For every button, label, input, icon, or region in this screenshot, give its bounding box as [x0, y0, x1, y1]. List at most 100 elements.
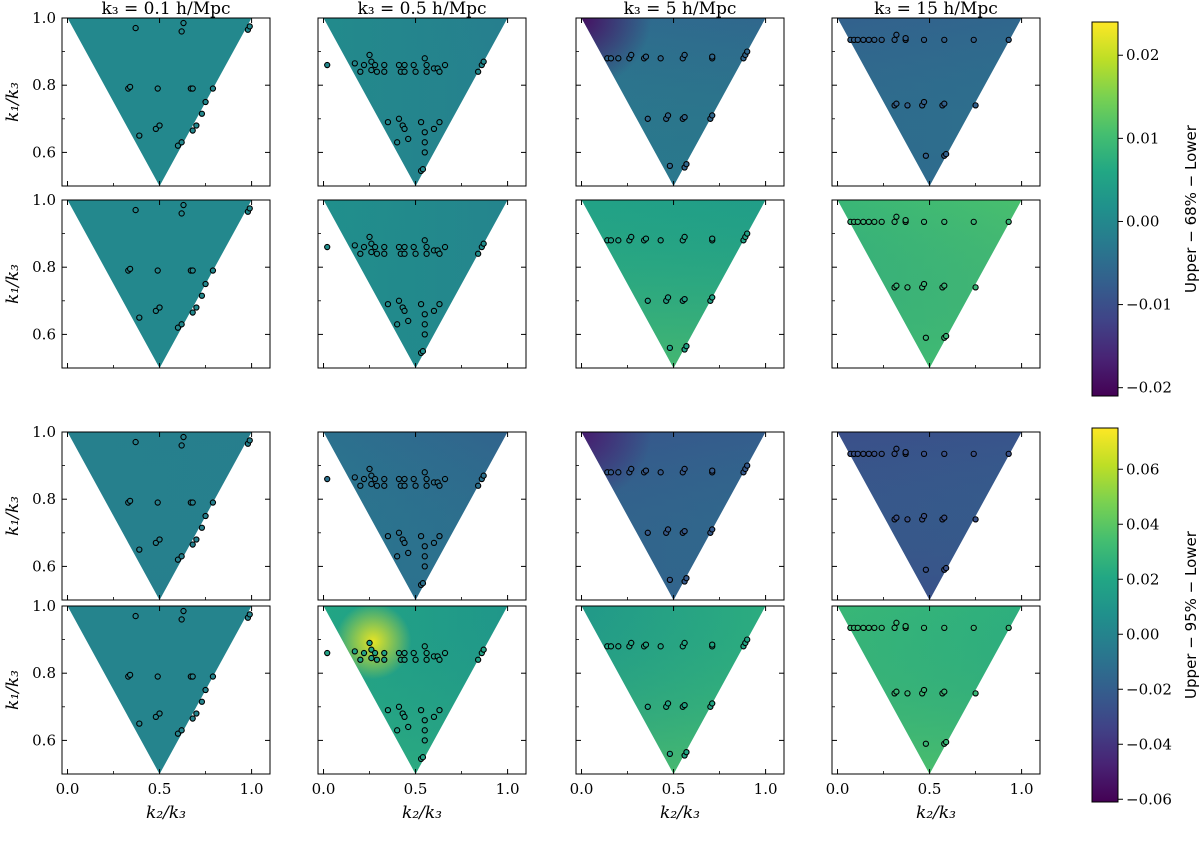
colorbars: 0.02 0.01 0.00 −0.01 −0.02 Upper − 68% − Lowe…: [1091, 21, 1200, 808]
data-point: [189, 309, 196, 316]
x-tick-label: 0.5: [662, 780, 686, 798]
panel-r2-c1: [317, 431, 527, 601]
data-point: [893, 213, 900, 220]
data-point: [368, 248, 375, 256]
data-point: [441, 475, 449, 483]
data-point: [607, 55, 615, 62]
data-point: [394, 321, 401, 328]
data-point: [970, 36, 977, 43]
data-point: [180, 433, 187, 441]
data-point: [709, 235, 716, 242]
data-point: [395, 61, 403, 69]
column-title-3: k₃ = 15 h/Mpc: [874, 0, 998, 19]
x-axis-label: k₂/k₃: [916, 803, 956, 823]
data-point: [395, 529, 403, 536]
data-point: [198, 698, 206, 705]
data-point: [371, 475, 379, 483]
data-point: [401, 250, 408, 257]
data-point: [920, 686, 928, 694]
data-point: [394, 553, 401, 560]
data-point: [357, 250, 364, 257]
y-tick-label: 0.8: [32, 664, 56, 682]
data-point: [381, 475, 388, 483]
data-point: [381, 243, 388, 251]
data-point: [421, 643, 428, 650]
data-point: [893, 31, 900, 38]
data-point: [644, 297, 651, 304]
data-point: [178, 210, 185, 217]
data-point: [681, 295, 688, 303]
data-point: [628, 639, 635, 647]
data-point: [644, 529, 651, 536]
x-tick-label: 1.0: [1010, 780, 1034, 798]
data-point: [419, 754, 427, 761]
data-point: [480, 472, 487, 479]
data-point: [180, 201, 187, 209]
data-point: [644, 115, 651, 122]
data-point: [198, 292, 206, 299]
data-point: [1005, 450, 1012, 457]
data-point: [198, 524, 206, 531]
data-point: [607, 237, 615, 244]
data-point: [371, 61, 379, 69]
data-point: [360, 243, 368, 251]
data-point: [681, 233, 688, 241]
data-point: [178, 442, 185, 449]
data-point: [922, 334, 930, 341]
data-point: [405, 317, 412, 325]
data-point: [922, 152, 930, 159]
data-point: [410, 649, 417, 657]
data-point: [1005, 36, 1012, 43]
panel-frame: [575, 431, 785, 601]
data-point: [373, 482, 381, 489]
data-point: [401, 713, 408, 721]
data-point: [417, 301, 425, 308]
data-point: [860, 450, 867, 457]
data-point: [941, 36, 948, 43]
data-point: [178, 321, 185, 328]
x-axis-label: k₂/k₃: [660, 803, 700, 823]
data-point: [394, 139, 401, 146]
data-point: [401, 475, 408, 483]
data-point: [474, 68, 482, 75]
data-point: [366, 233, 373, 241]
data-point: [865, 36, 872, 43]
data-point: [136, 546, 143, 553]
data-point: [941, 514, 948, 521]
panel-r3-c0: 0.0 0.5 1.0 0.6 0.8 1.0 k₁/k₃ k₂/k₃: [3, 597, 271, 823]
data-point: [441, 649, 449, 657]
data-point: [405, 549, 412, 557]
data-point: [441, 243, 449, 251]
data-point: [893, 619, 900, 626]
data-point: [384, 301, 392, 308]
data-point: [351, 474, 358, 481]
colorbar-tick-label: 0.06: [1126, 460, 1159, 478]
colorbar-tick-label: 0.02: [1126, 570, 1159, 588]
panel-frame: [575, 17, 785, 187]
data-point: [193, 122, 200, 129]
data-point: [395, 243, 403, 251]
data-point: [178, 616, 185, 623]
data-point: [423, 61, 430, 69]
data-point: [681, 701, 688, 709]
data-point: [193, 536, 200, 543]
data-point: [941, 624, 948, 631]
data-point: [419, 348, 427, 355]
data-point: [878, 36, 885, 43]
x-tick-label: 0.0: [826, 780, 850, 798]
data-point: [480, 646, 487, 653]
data-point: [419, 580, 427, 587]
data-point: [920, 512, 928, 520]
data-point: [395, 649, 403, 657]
data-point: [657, 237, 664, 244]
data-point: [371, 649, 379, 657]
data-point: [666, 750, 674, 757]
column-title-1: k₃ = 0.5 h/Mpc: [357, 0, 486, 19]
panel-r2-c0: 0.6 0.8 1.0 k₁/k₃: [3, 423, 271, 601]
data-point: [193, 304, 200, 311]
data-point: [628, 465, 635, 473]
data-point: [401, 243, 408, 251]
y-tick-label: 1.0: [32, 423, 56, 441]
data-point: [878, 218, 885, 225]
data-point: [395, 297, 403, 304]
